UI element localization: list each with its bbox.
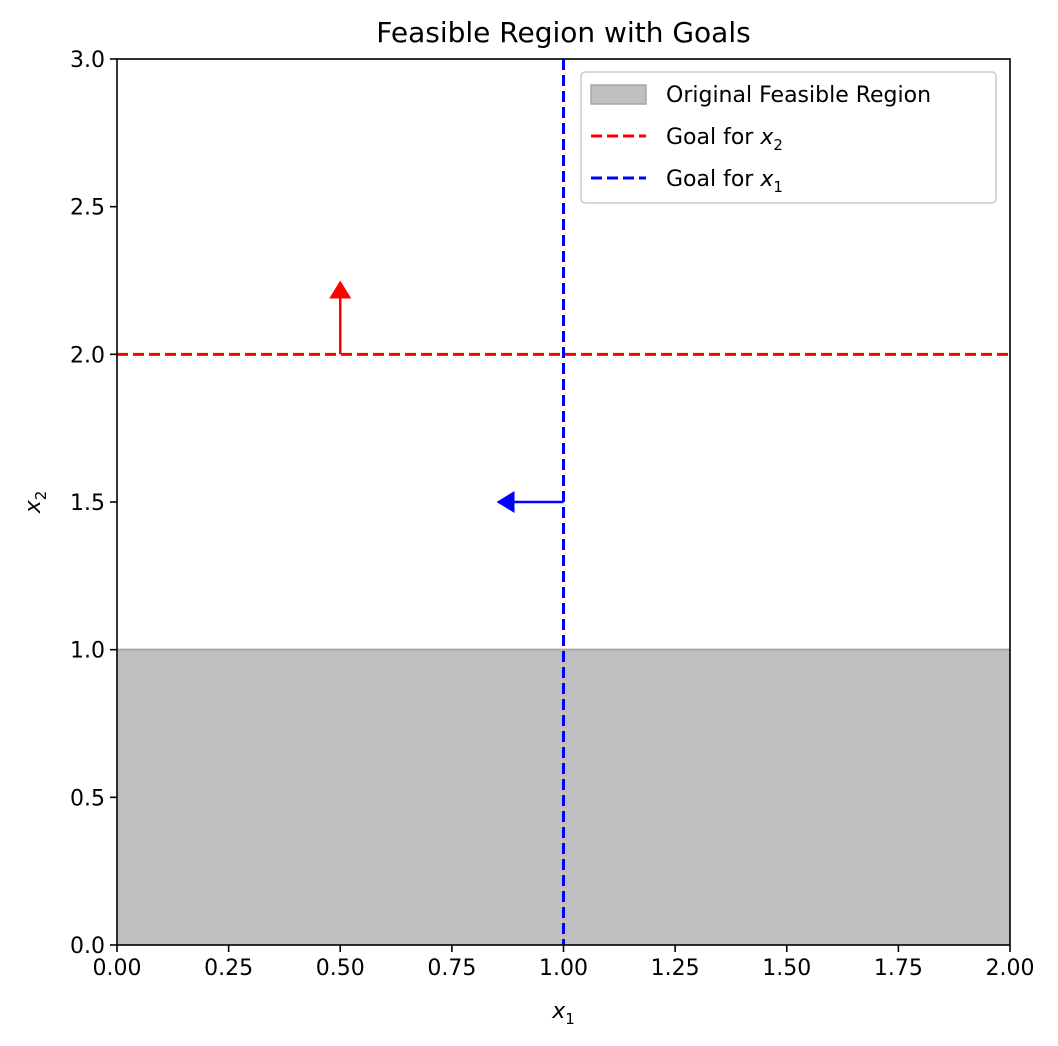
x-axis-label-base: x [551, 999, 566, 1024]
legend-label: Goal for x1 [666, 167, 783, 196]
x-tick-label: 2.00 [986, 956, 1035, 981]
x-axis-label-sub: 1 [565, 1010, 575, 1028]
y-axis-ticks: 0.0 0.5 1.0 1.5 2.0 2.5 3.0 [70, 48, 117, 959]
x-tick-label: 1.25 [651, 956, 700, 981]
legend-entry-3: Goal for x1 [591, 167, 783, 196]
y-axis-label-sub: 2 [32, 491, 50, 501]
x-tick-label: 1.50 [762, 956, 811, 981]
legend-entry-1: Original Feasible Region [590, 83, 931, 108]
x-tick-label: 0.25 [204, 956, 253, 981]
y-tick-label: 0.5 [70, 786, 105, 811]
chart-title: Feasible Region with Goals [376, 16, 750, 49]
plot-area [116, 58, 1011, 946]
y-axis-label: x2 [21, 491, 50, 515]
x-tick-label: 1.00 [539, 956, 588, 981]
legend-box [580, 71, 997, 204]
legend: Original Feasible Region Goal for x2 Goal … [580, 71, 997, 204]
y-tick-label: 2.5 [70, 196, 105, 221]
x-tick-label: 0.50 [316, 956, 365, 981]
legend-label: Goal for x2 [666, 125, 783, 154]
y-tick-label: 0.0 [70, 934, 105, 959]
legend-entry-2: Goal for x2 [591, 125, 783, 154]
arrow-head [329, 280, 352, 299]
x-tick-label: 1.75 [874, 956, 923, 981]
y-tick-label: 2.0 [70, 343, 105, 368]
goal-arrow-1 [329, 280, 352, 355]
y-tick-label: 3.0 [70, 48, 105, 73]
y-tick-label: 1.5 [70, 491, 105, 516]
x-tick-label: 0.00 [93, 956, 142, 981]
legend-swatch [590, 84, 647, 105]
arrow-head [496, 491, 515, 513]
x-axis-label: x1 [551, 999, 575, 1028]
legend-label: Original Feasible Region [666, 83, 931, 108]
goal-arrow-2 [496, 491, 564, 513]
x-tick-label: 0.75 [427, 956, 476, 981]
y-axis-label-base: x [21, 499, 46, 514]
y-tick-label: 1.0 [70, 639, 105, 664]
x-axis-ticks: 0.00 0.25 0.50 0.75 1.00 1.25 1.50 1.75 2.00 [93, 945, 1035, 981]
